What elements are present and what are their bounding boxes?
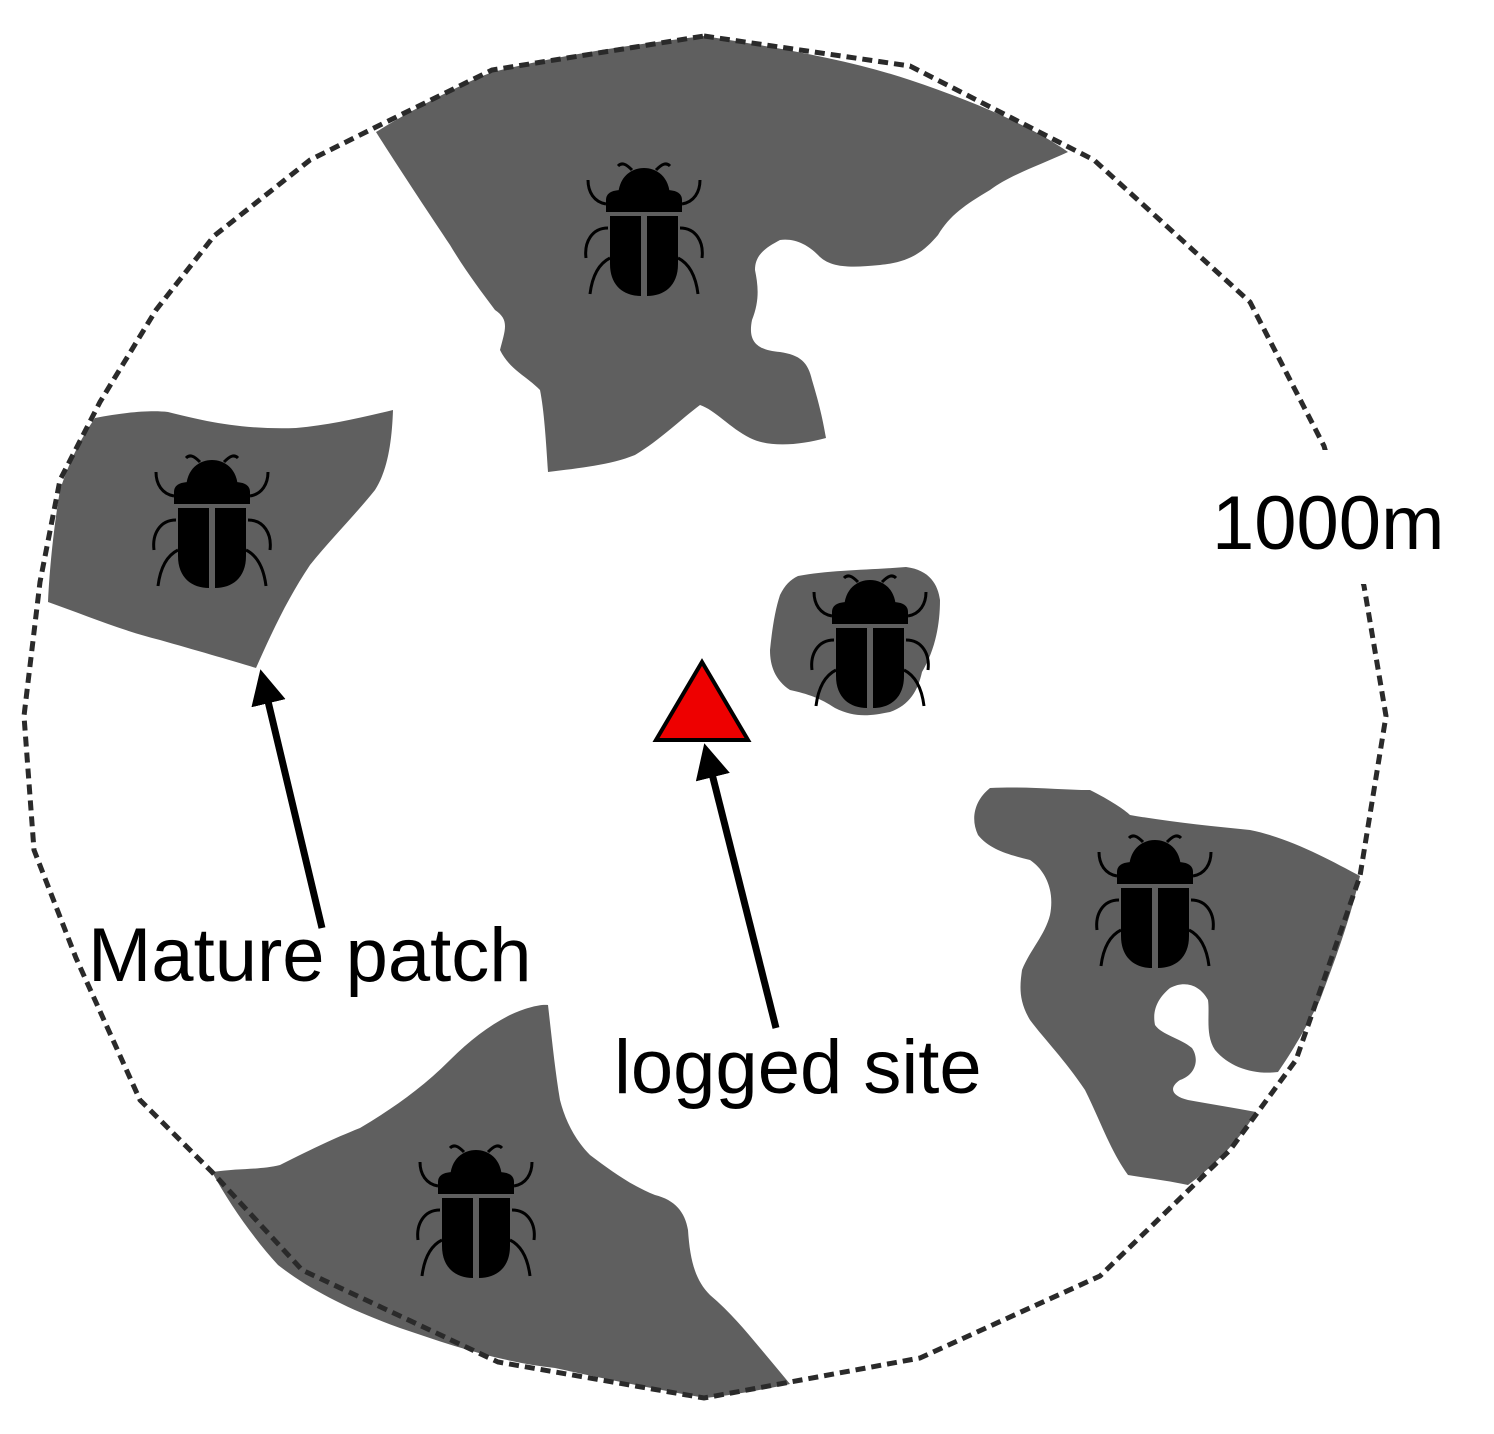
triangle-icon: [652, 658, 752, 742]
radius-label: 1000m: [1212, 481, 1445, 566]
mature-patch-label: Mature patch: [88, 913, 532, 998]
mature-patch-top: [376, 36, 1068, 472]
logged-site-label: logged site: [614, 1025, 982, 1110]
radius-label-gap: [1300, 450, 1380, 584]
mature-patch-arrow: [251, 669, 326, 929]
mature-patch-right: [974, 787, 1360, 1185]
logged-site-arrow: [695, 743, 780, 1029]
